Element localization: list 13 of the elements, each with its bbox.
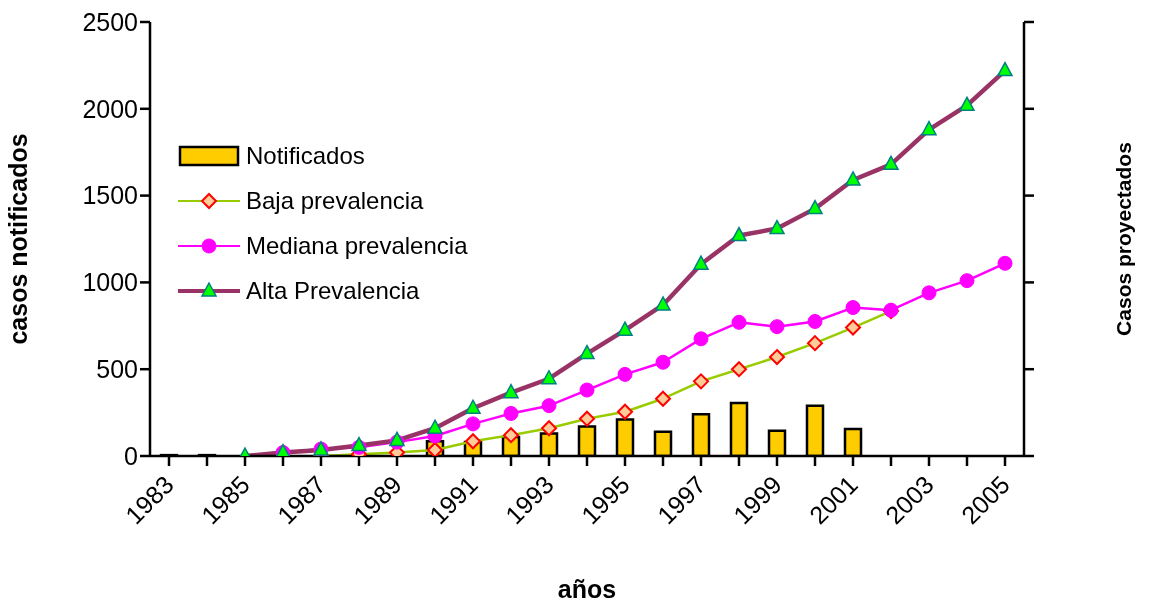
legend-label: Mediana prevalencia: [246, 231, 468, 260]
y-tick-label: 1000: [82, 268, 138, 297]
y-tick-label: 0: [124, 441, 138, 470]
x-axis-title: años: [557, 575, 617, 603]
y2-axis-title: Casos proyectados: [1112, 142, 1136, 336]
legend-label: Baja prevalencia: [246, 186, 424, 215]
y-tick-label: 500: [96, 355, 138, 384]
legend-label: Alta Prevalencia: [246, 276, 420, 305]
legend-label: Notificados: [246, 141, 365, 170]
y-tick-label: 2500: [82, 7, 138, 36]
y-axis-title: casos notificados: [3, 133, 32, 345]
y-tick-label: 2000: [82, 94, 138, 123]
y-tick-label: 1500: [82, 181, 138, 210]
